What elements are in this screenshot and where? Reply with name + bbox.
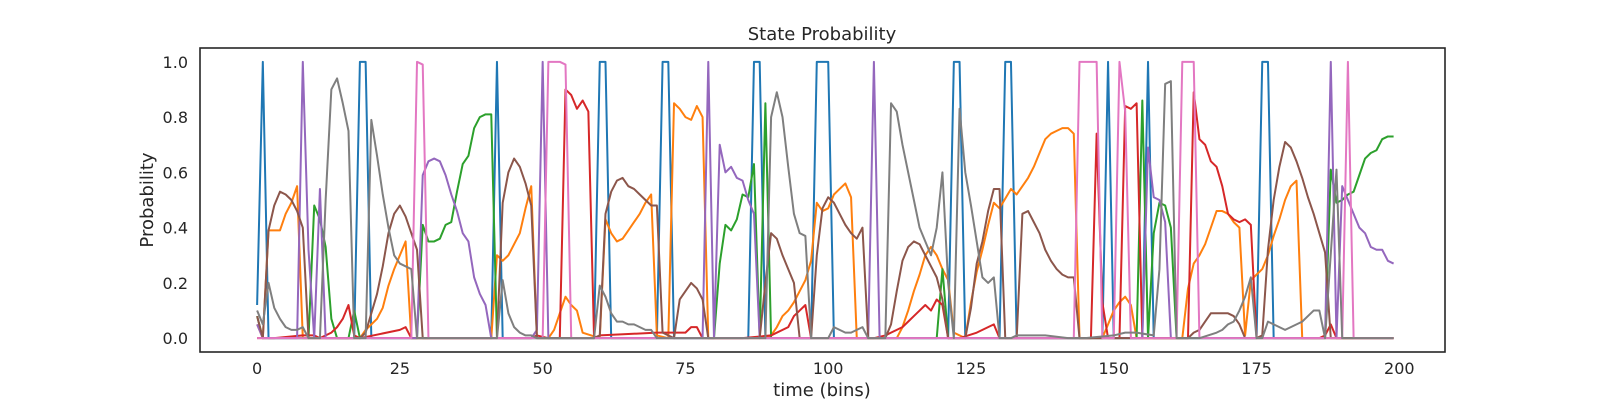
series-layer bbox=[256, 60, 1395, 340]
x-tick-label: 100 bbox=[813, 359, 844, 378]
y-tick-label: 0.6 bbox=[163, 163, 188, 182]
y-tick-label: 1.0 bbox=[163, 53, 188, 72]
x-tick-label: 75 bbox=[675, 359, 695, 378]
x-tick-label: 200 bbox=[1384, 359, 1415, 378]
y-axis-label: Probability bbox=[137, 152, 158, 247]
y-tick-label: 0.0 bbox=[163, 329, 188, 348]
x-axis-label: time (bins) bbox=[773, 380, 871, 400]
series-line-7 bbox=[257, 60, 1394, 340]
y-tick-label: 0.8 bbox=[163, 108, 188, 127]
x-tick-label: 175 bbox=[1241, 359, 1272, 378]
y-ticks: 0.0 0.2 0.4 0.6 0.8 1.0 bbox=[163, 53, 188, 348]
series-line-6 bbox=[256, 140, 1394, 340]
series-line-8 bbox=[256, 77, 1394, 340]
plot-frame bbox=[199, 47, 1446, 353]
x-tick-label: 25 bbox=[390, 359, 410, 378]
x-ticks: 0 25 50 75 100 125 150 175 200 bbox=[252, 359, 1415, 378]
y-tick-label: 0.4 bbox=[163, 219, 188, 238]
y-tick-label: 0.2 bbox=[163, 274, 188, 293]
x-tick-label: 0 bbox=[252, 359, 262, 378]
series-line-5 bbox=[256, 60, 1395, 340]
x-tick-label: 50 bbox=[532, 359, 552, 378]
x-tick-label: 125 bbox=[956, 359, 987, 378]
x-tick-label: 150 bbox=[1098, 359, 1129, 378]
chart-title: State Probability bbox=[748, 24, 897, 45]
